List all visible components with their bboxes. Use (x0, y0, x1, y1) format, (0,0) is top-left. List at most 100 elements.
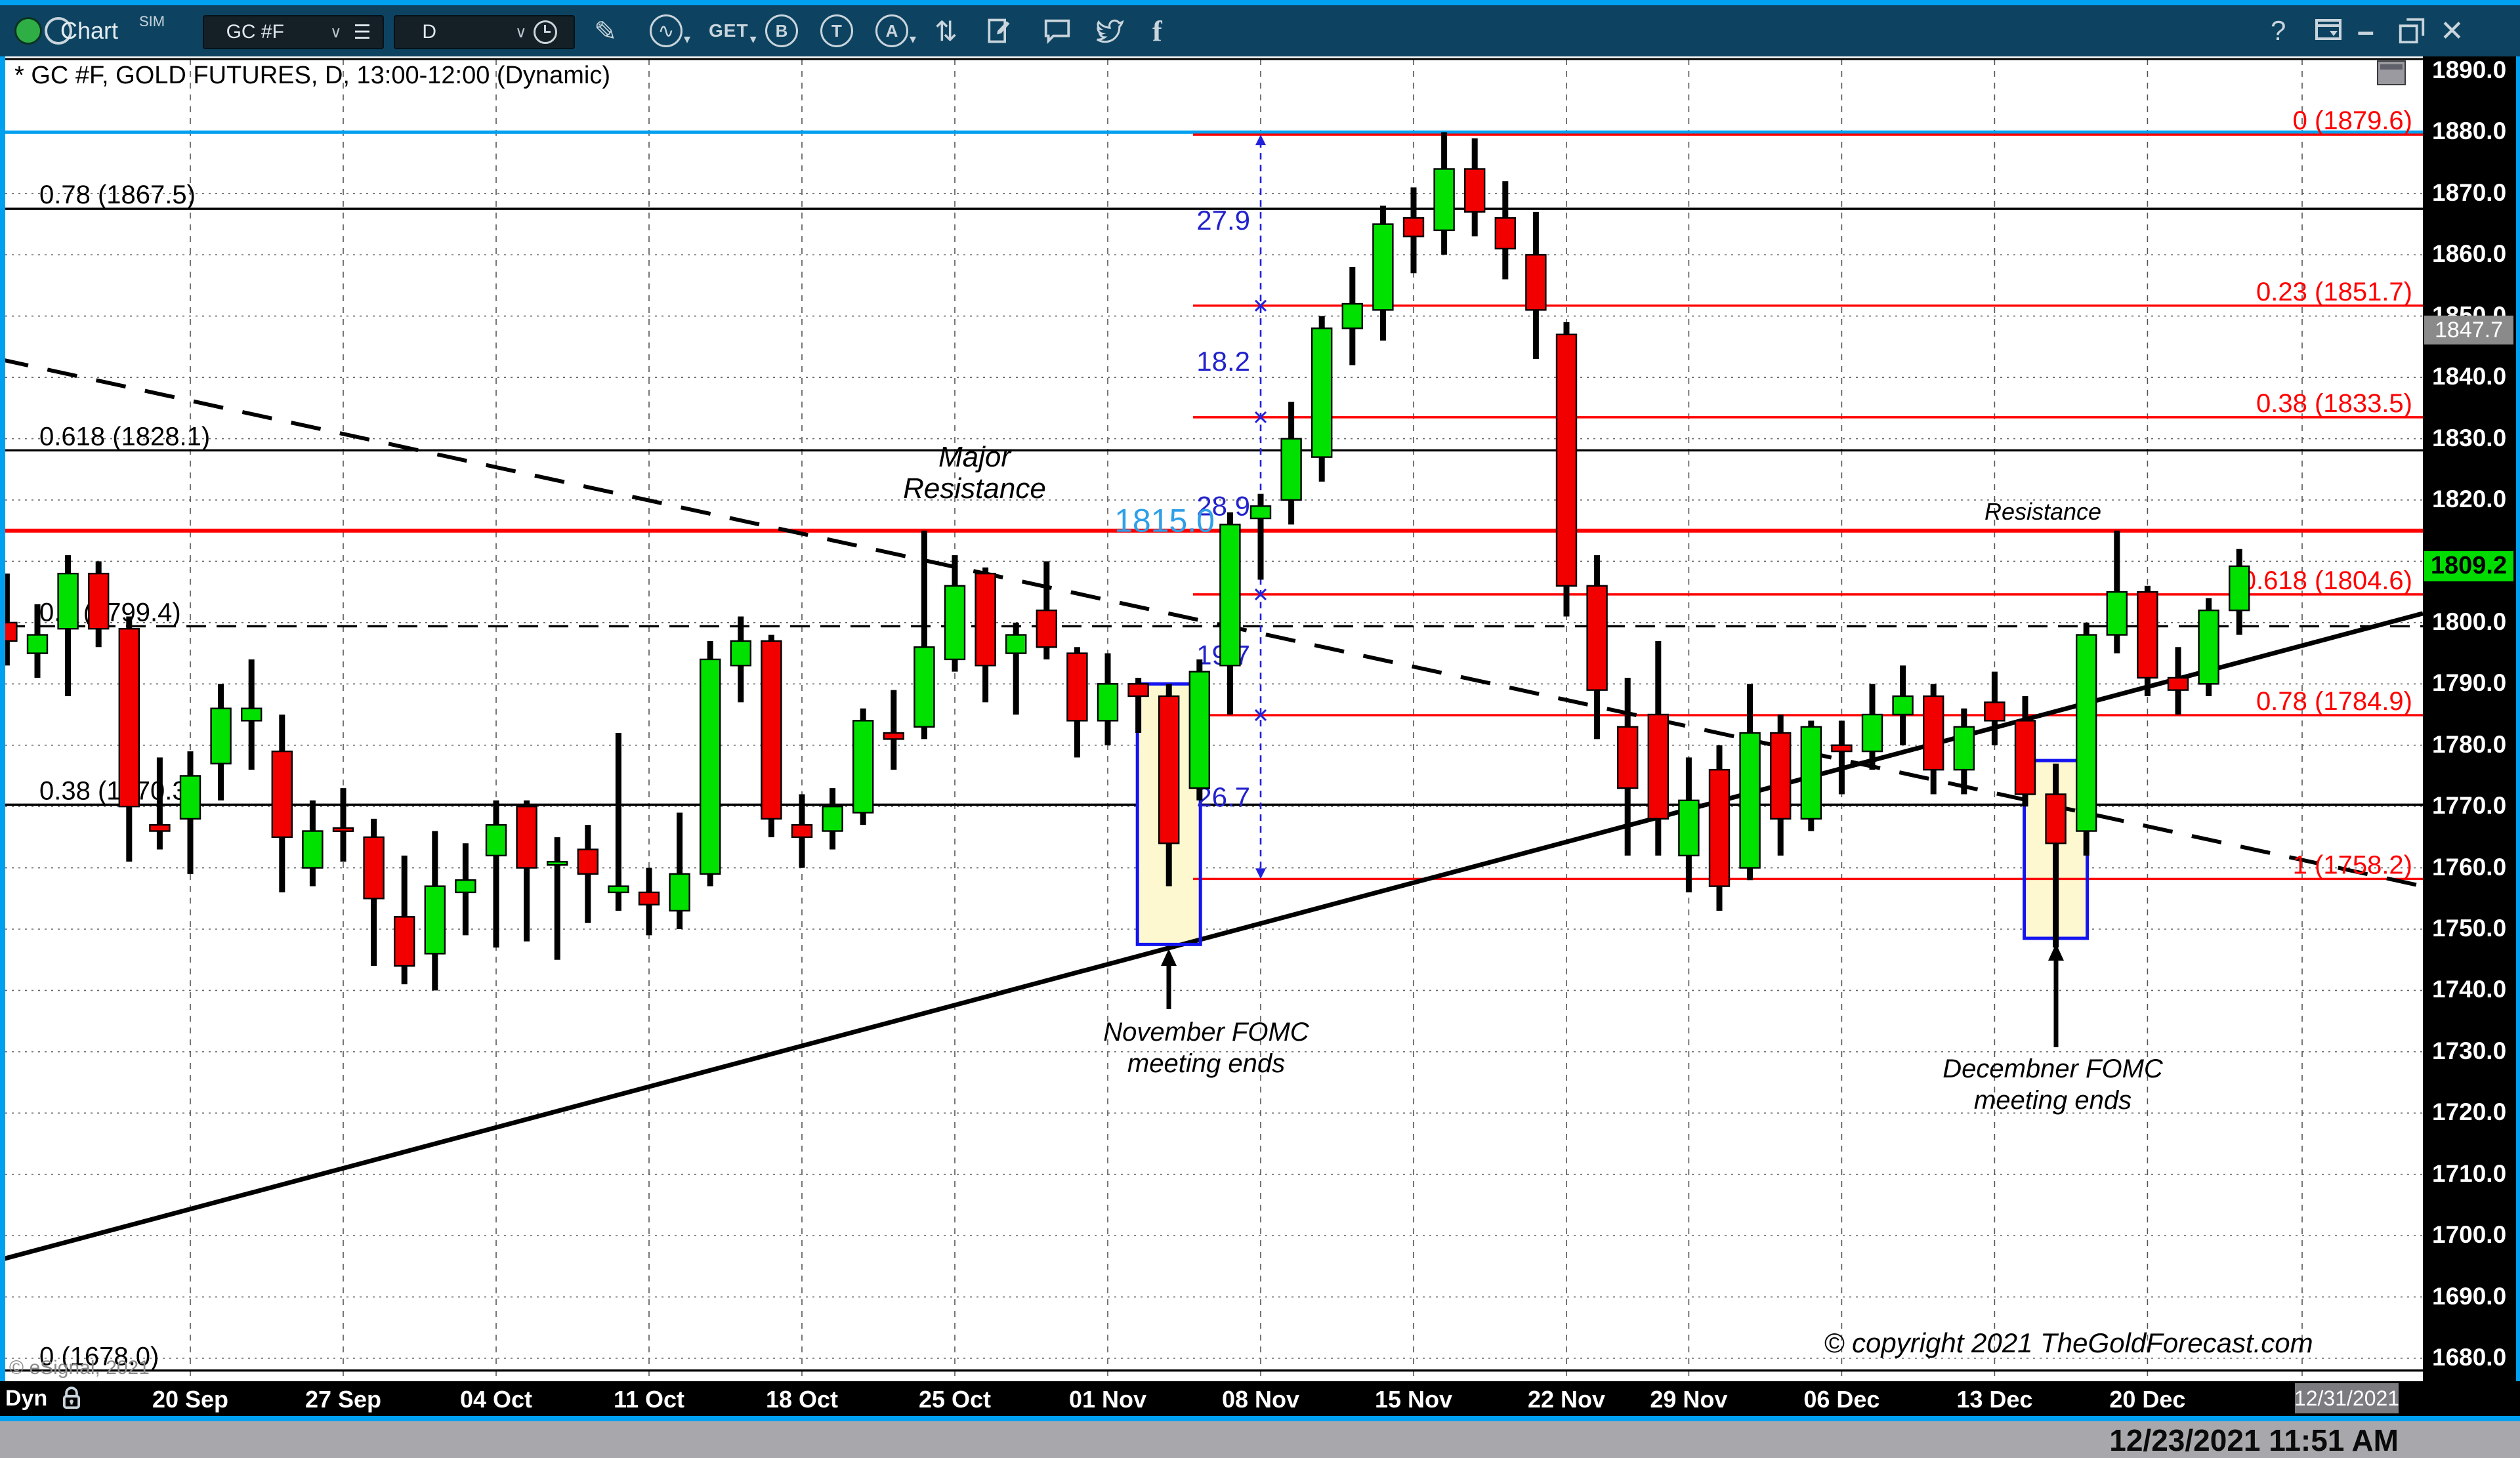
price-axis[interactable]: 1890.0 1880.0 1870.0 1860.0 1850.0 1840.0 1830… (2423, 56, 2516, 1381)
close-icon[interactable]: ✕ (2440, 14, 2464, 47)
candle-body (394, 916, 415, 967)
price-tick: 1740.0 (2432, 976, 2507, 1003)
text-tool-icon[interactable]: T (820, 5, 853, 56)
dyn-mode-label[interactable]: Dyn (5, 1386, 83, 1411)
price-tick: 1730.0 (2432, 1037, 2507, 1064)
candle-wick (493, 800, 499, 948)
candle-wick (921, 530, 927, 739)
november-fomc-label: meeting ends (1127, 1049, 1285, 1078)
esignal-copyright: © eSignal, 2021 (9, 1357, 150, 1379)
candle-body (1800, 726, 1822, 820)
facebook-icon[interactable]: f (1152, 14, 1162, 47)
candle-body (1219, 524, 1241, 667)
fib-right-label: 0.618 (1804.6) (2242, 566, 2412, 595)
candle-body (1250, 505, 1272, 520)
candle-body (1861, 713, 1883, 753)
symbol-menu-icon[interactable]: ☰ (353, 21, 371, 43)
price-tick: 1700.0 (2432, 1221, 2507, 1249)
pane-maximize-icon[interactable] (2377, 60, 2406, 85)
fib-right-label: 0.23 (1851.7) (2256, 278, 2412, 306)
esignal-logo-icon (14, 5, 72, 56)
measure-gap-label: 28.9 (1196, 490, 1250, 521)
candle-body (699, 658, 721, 875)
candle-body (1341, 302, 1364, 329)
candle-body (822, 805, 843, 832)
measure-x-mark (1254, 299, 1267, 312)
candle-wick (2053, 763, 2059, 948)
candle-body (2106, 591, 2128, 636)
candle-body (1616, 726, 1639, 789)
alert-tool-icon[interactable]: A ▾ (875, 5, 916, 56)
twitter-icon[interactable] (1095, 5, 1125, 56)
candle-body (210, 707, 232, 764)
window-bottom-accent (0, 1416, 2520, 1421)
layout-panel-icon[interactable] (2313, 5, 2344, 56)
interval-time-icon[interactable] (533, 20, 557, 44)
window-top-accent (0, 0, 2520, 5)
date-tick: 22 Nov (1527, 1386, 1606, 1413)
fib-right-label: 1 (1758.2) (2293, 850, 2412, 879)
candle-body (1892, 695, 1914, 716)
candle-body (179, 775, 201, 820)
candle-body (638, 891, 660, 906)
price-tick: 1750.0 (2432, 915, 2507, 942)
window-right-border (2516, 56, 2520, 1421)
contract-expiry-badge: 12/31/2021 (2294, 1383, 2399, 1413)
november-fomc-label: November FOMC (1103, 1018, 1309, 1047)
candle-body (424, 885, 446, 955)
price-tick: 1780.0 (2432, 730, 2507, 758)
price-tick: 1880.0 (2432, 117, 2507, 145)
candle-body (118, 628, 140, 808)
major-resistance-label: Resistance (903, 472, 1046, 505)
measure-x-mark (1254, 588, 1267, 600)
candle-body (852, 720, 874, 814)
get-data-icon[interactable]: GET ▾ (709, 20, 757, 47)
interval-dropdown[interactable]: D ∨ (394, 15, 575, 49)
price-tick: 1690.0 (2432, 1282, 2507, 1310)
december-fomc-label: meeting ends (1974, 1086, 2132, 1115)
price-tick: 1870.0 (2432, 178, 2507, 206)
lock-icon[interactable] (60, 1386, 83, 1411)
fib-left-label: 0.618 (1828.1) (39, 422, 210, 451)
date-tick: 01 Nov (1068, 1386, 1147, 1413)
price-tick: 1790.0 (2432, 669, 2507, 697)
chevron-down-icon[interactable]: ∨ (515, 23, 527, 41)
candle-body (2167, 677, 2189, 691)
candle-body (1953, 726, 1975, 771)
window-left-border (0, 56, 5, 1421)
notes-icon[interactable] (984, 5, 1013, 56)
candle-body (241, 707, 262, 722)
symbol-dropdown[interactable]: GC #F ∨ ☰ (203, 15, 384, 49)
price-tick: 1840.0 (2432, 363, 2507, 390)
sort-arrows-icon[interactable]: ⇅ (934, 15, 958, 47)
time-axis[interactable]: Dyn 20 Sep 27 Sep 04 Oct 11 Oct 18 Oct 25 Oct… (0, 1381, 2520, 1416)
price-tick: 1710.0 (2432, 1159, 2507, 1187)
help-icon[interactable]: ? (2271, 15, 2286, 46)
secondary-price-badge: 1847.7 (2424, 316, 2513, 345)
candle-body (455, 879, 476, 894)
candle-body (87, 572, 110, 630)
chat-bubble-icon[interactable] (1042, 5, 1072, 56)
candle-body (1586, 585, 1608, 691)
draw-pencil-icon[interactable]: ✎ (594, 15, 618, 47)
minimize-icon[interactable]: – (2357, 14, 2374, 48)
candle-body (363, 836, 385, 900)
candle-body (1463, 168, 1486, 213)
bar-type-icon[interactable]: B (765, 5, 798, 56)
candle-body (1005, 634, 1027, 654)
major-resistance-label: Major (938, 441, 1012, 473)
fib-left-label: 0 (1678.0) (39, 1343, 159, 1371)
candle-body (302, 830, 324, 869)
candle-body (761, 640, 782, 820)
chevron-down-icon[interactable]: ∨ (329, 23, 342, 41)
price-tick: 1890.0 (2432, 56, 2507, 83)
price-tick: 1830.0 (2432, 424, 2507, 451)
window-title: Chart (60, 17, 119, 44)
candle-body (2198, 609, 2219, 685)
price-tick: 1760.0 (2432, 853, 2507, 881)
candle-body (1708, 768, 1731, 887)
line-study-icon[interactable]: ∿ ▾ (650, 5, 690, 56)
candle-body (1188, 671, 1211, 789)
restore-icon[interactable] (2397, 5, 2427, 56)
